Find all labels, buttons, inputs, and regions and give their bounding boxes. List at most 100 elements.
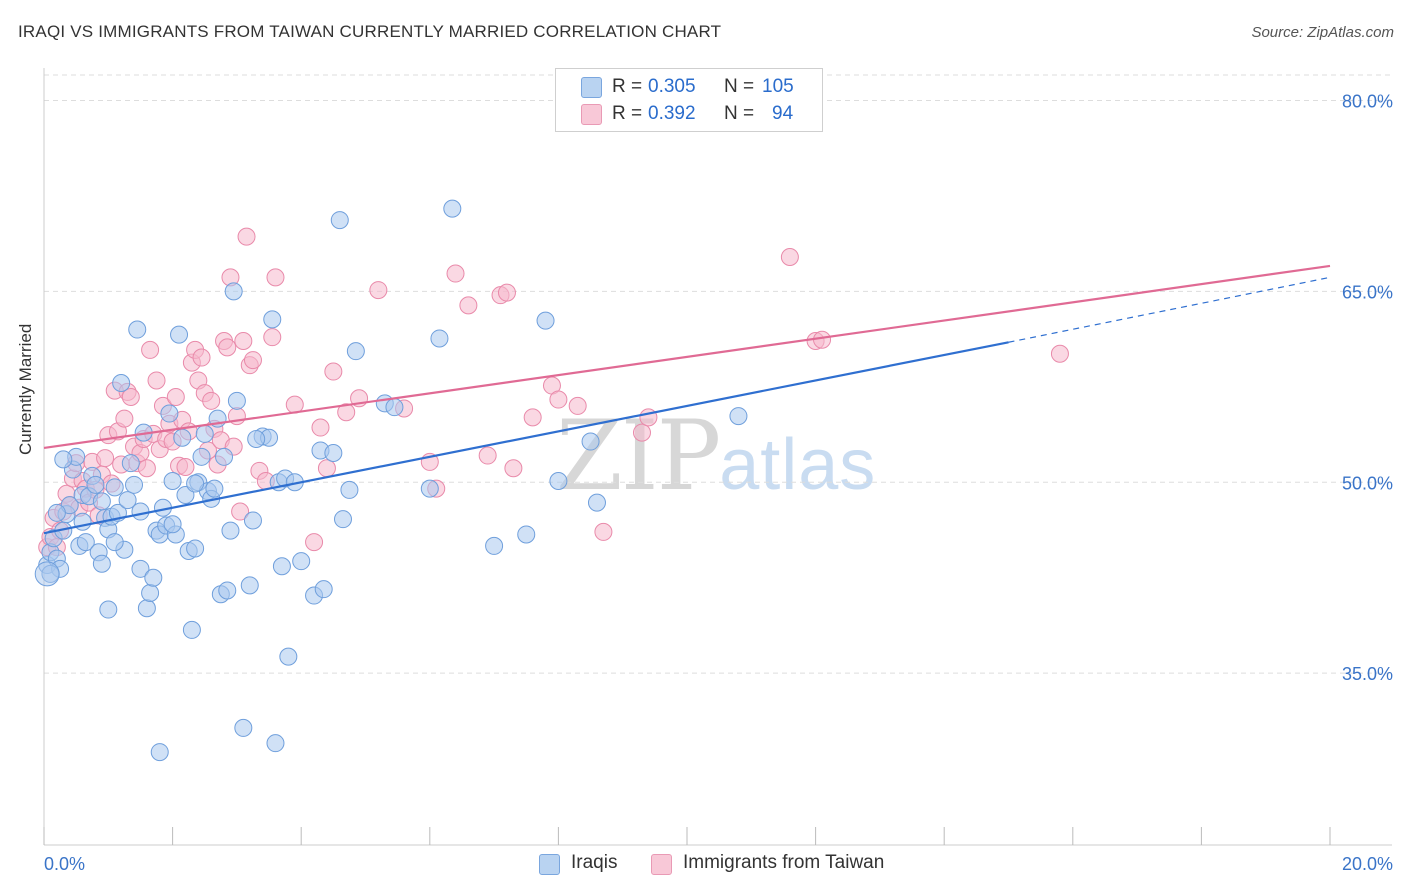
iraqis-point — [195, 424, 214, 443]
iraqis-point — [272, 557, 291, 576]
taiwan-point — [137, 459, 156, 478]
iraqis-point — [517, 525, 536, 544]
n-label: N = — [724, 103, 755, 124]
iraqis-point — [131, 559, 150, 578]
iraqis-point — [279, 647, 298, 666]
r-value: 0.392 — [648, 103, 696, 124]
series-legend: Iraqis Immigrants from Taiwan — [0, 852, 1406, 878]
iraqis-point — [92, 492, 111, 511]
taiwan-point — [317, 459, 336, 478]
watermark-atlas: atlas — [719, 425, 877, 505]
iraqis-point — [192, 447, 211, 466]
iraqis-point — [430, 329, 449, 348]
iraqis-point — [549, 472, 568, 490]
zipatlas-watermark: ZIPatlas — [556, 400, 876, 512]
iraqis-point — [105, 478, 124, 497]
taiwan-point — [780, 248, 799, 266]
iraqis-point — [125, 475, 144, 494]
y-tick-label: 80.0% — [1342, 91, 1393, 111]
iraqis-point — [443, 199, 462, 218]
iraqis-point — [92, 554, 111, 573]
iraqis-point — [163, 472, 182, 490]
taiwan-point — [237, 227, 256, 246]
iraqis-point — [243, 511, 262, 530]
iraqis-point — [729, 407, 748, 426]
taiwan-point — [176, 458, 195, 476]
taiwan-point — [1050, 344, 1069, 363]
iraqis-point — [86, 475, 105, 494]
taiwan-trend-line — [43, 264, 1331, 449]
iraqis-point — [420, 479, 439, 498]
taiwan-point — [192, 348, 211, 367]
taiwan-point — [504, 459, 523, 478]
taiwan-point — [218, 338, 237, 357]
iraqis-point — [324, 444, 343, 462]
iraqis-point — [182, 620, 201, 639]
taiwan-legend-swatch — [651, 854, 672, 875]
iraqis-point — [186, 539, 205, 558]
iraqis-point — [205, 479, 224, 498]
n-label: N = — [724, 76, 755, 97]
iraqis-point — [330, 211, 349, 230]
taiwan-point — [594, 522, 613, 541]
x-tick-label: 20.0% — [1342, 854, 1393, 874]
x-tick-label: 0.0% — [44, 854, 85, 874]
n-value: 105 — [762, 76, 794, 97]
iraqis-point — [221, 521, 240, 540]
iraqis-point — [141, 584, 160, 602]
taiwan-point — [568, 396, 587, 415]
taiwan-point — [121, 388, 140, 406]
iraqis-point — [54, 450, 73, 469]
iraqis-point — [333, 510, 352, 529]
taiwan-point — [96, 449, 115, 468]
iraqis-point — [47, 503, 66, 522]
series-taiwan-points — [38, 227, 1069, 557]
stats-row-iraqis: R = 0.305 N = 105 — [556, 74, 822, 100]
y-tick-label: 65.0% — [1342, 282, 1393, 302]
r-label: R = — [612, 103, 643, 124]
taiwan-point — [166, 388, 185, 406]
iraqis-point — [234, 718, 253, 737]
taiwan-point — [337, 403, 356, 422]
iraqis-point — [160, 404, 179, 423]
taiwan-point — [523, 408, 542, 427]
chart-source: Source: ZipAtlas.com — [1251, 24, 1394, 41]
iraqis-point — [186, 474, 205, 493]
iraqis-point — [144, 568, 163, 587]
iraqis-point — [227, 391, 246, 410]
taiwan-point — [369, 281, 388, 300]
axes — [43, 68, 1392, 846]
taiwan-point — [311, 418, 330, 437]
iraqis-point — [385, 398, 404, 417]
iraqis-point — [218, 581, 237, 600]
y-tick-label: 35.0% — [1342, 664, 1393, 684]
iraqis-point — [176, 486, 195, 504]
iraqis-point — [163, 515, 182, 534]
iraqis-point — [150, 743, 169, 762]
iraqis-point — [266, 734, 285, 753]
iraqis-point — [112, 374, 131, 392]
n-value: 94 — [772, 103, 794, 124]
chart-title: IRAQI VS IMMIGRANTS FROM TAIWAN CURRENTL… — [18, 22, 722, 41]
taiwan-point — [266, 268, 285, 287]
iraqis-trend-line — [43, 341, 1009, 535]
iraqis-point — [292, 552, 311, 571]
iraqis-point — [121, 454, 140, 473]
taiwan-point — [231, 502, 250, 521]
taiwan-point — [549, 390, 568, 409]
iraqis-point — [346, 342, 365, 361]
iraqis-point — [105, 533, 124, 552]
taiwan-swatch — [581, 104, 602, 125]
iraqis-point — [137, 599, 156, 618]
taiwan-point — [147, 371, 166, 390]
taiwan-point — [478, 446, 497, 465]
iraqis-point — [340, 480, 359, 499]
iraqis-point — [536, 311, 555, 330]
iraqis-point — [118, 491, 137, 510]
taiwan-point — [305, 533, 324, 552]
iraqis-point — [314, 580, 333, 599]
iraqis-trend-extension — [1008, 276, 1331, 343]
taiwan-point — [234, 332, 253, 350]
iraqis-point — [173, 428, 192, 447]
